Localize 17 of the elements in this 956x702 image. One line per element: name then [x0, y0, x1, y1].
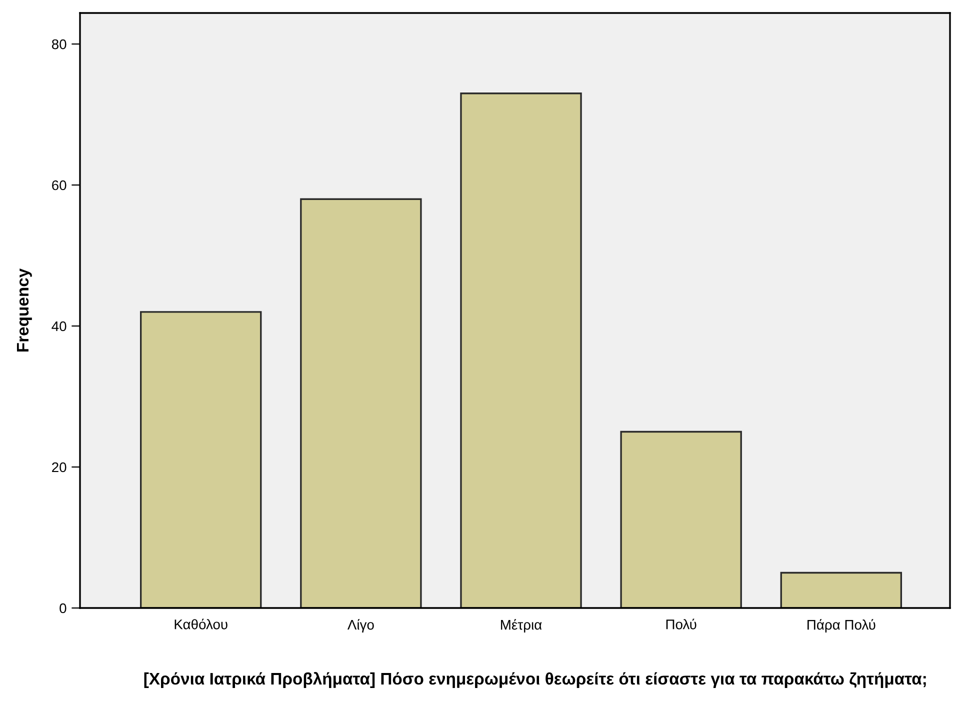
y-tick-label: 60 — [52, 180, 66, 190]
bar — [300, 198, 422, 608]
bar — [620, 430, 742, 608]
x-tick-label: Καθόλου — [174, 618, 228, 630]
y-axis-title: Frequency — [16, 268, 32, 352]
x-tick-label: Πάρα Πολύ — [808, 619, 876, 632]
bar — [460, 92, 582, 608]
y-tick-label: 20 — [52, 462, 66, 472]
x-tick-label: Μέτρια — [501, 619, 542, 632]
x-axis-title: [Χρόνια Ιατρικά Προβλήματα] Πόσο ενημερωμένοι θεωρείτε ότι είσαστε για τα παρακάτω ζητήματα; — [144, 672, 926, 688]
y-tick-label: 0 — [60, 603, 66, 614]
x-tick-label: Λίγο — [347, 619, 374, 632]
x-tick-label: Πολύ — [666, 618, 696, 630]
y-tick-label: 40 — [52, 321, 66, 332]
bar — [780, 572, 902, 608]
bar — [140, 311, 262, 608]
y-tick-label: 80 — [52, 39, 66, 50]
